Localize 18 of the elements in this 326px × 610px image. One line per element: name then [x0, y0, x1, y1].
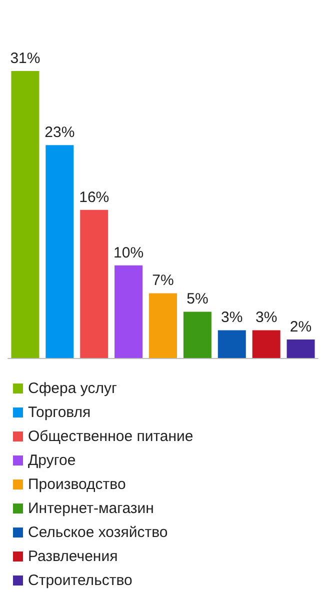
- legend-label: Строительство: [28, 572, 132, 589]
- data-label: 5%: [186, 290, 208, 308]
- legend-label: Развлечения: [28, 548, 118, 565]
- data-label: 31%: [10, 50, 40, 68]
- legend-label: Интернет-магазин: [28, 500, 154, 517]
- data-label: 3%: [221, 309, 243, 326]
- legend-label: Производство: [28, 476, 126, 493]
- legend-label: Сфера услуг: [28, 380, 118, 397]
- data-label: 7%: [152, 272, 174, 290]
- legend-label: Общественное питание: [28, 428, 194, 445]
- data-label: 10%: [114, 244, 144, 262]
- data-label: 16%: [79, 188, 110, 206]
- legend-label: Другое: [28, 452, 76, 469]
- data-label: 2%: [290, 318, 312, 336]
- data-label: 23%: [44, 124, 75, 142]
- data-label: 3%: [255, 309, 278, 326]
- legend-label: Торговля: [28, 404, 91, 421]
- legend-label: Сельское хозяйство: [28, 524, 168, 541]
